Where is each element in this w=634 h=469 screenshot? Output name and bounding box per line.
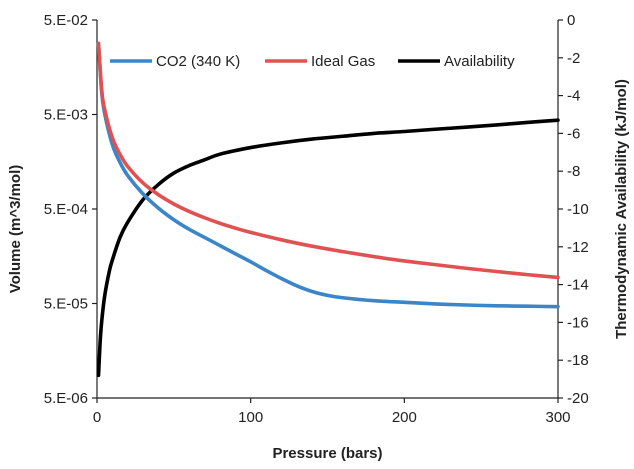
y-right-tick-label: -6 (567, 125, 580, 142)
y-right-tick-label: -10 (567, 201, 589, 218)
y-right-tick-label: -16 (567, 314, 589, 331)
axes (96, 20, 559, 399)
y-left-tick-label: 5.E-06 (44, 390, 88, 407)
x-tick-label: 100 (238, 409, 263, 426)
y-right-tick-label: 0 (567, 12, 575, 29)
series (96, 41, 560, 378)
y-right-tick-label: -4 (567, 88, 580, 105)
x-tick-label: 200 (392, 409, 417, 426)
y-left-tick-label: 5.E-03 (44, 107, 88, 124)
y-right-tick-label: -18 (567, 352, 589, 369)
series-line-ideal-gas (96, 41, 560, 280)
legend-label: Availability (444, 53, 515, 70)
legend: CO2 (340 K) Ideal Gas Availability (110, 53, 515, 70)
y-right-tick-label: -8 (567, 163, 580, 180)
legend-label: CO2 (340 K) (156, 53, 240, 70)
x-tick-label: 0 (93, 409, 101, 426)
y-right-tick-label: -12 (567, 239, 589, 256)
series-line-availability (96, 118, 560, 378)
y-right-tick-label: -14 (567, 277, 589, 294)
x-tick-label: 300 (545, 409, 570, 426)
ticks: 0 100 200 300 5.E-02 5.E-03 5.E-04 5.E-05 5.E-06… (44, 12, 589, 426)
x-axis-title: Pressure (bars) (272, 445, 382, 462)
y-left-tick-label: 5.E-02 (44, 12, 88, 29)
y-right-tick-label: -20 (567, 390, 589, 407)
y-left-axis-title: Volume (m^3/mol) (7, 165, 24, 294)
series-line-co2 (96, 42, 560, 309)
y-right-tick-label: -2 (567, 50, 580, 67)
y-left-tick-label: 5.E-05 (44, 296, 88, 313)
y-left-tick-label: 5.E-04 (44, 201, 88, 218)
legend-label: Ideal Gas (311, 53, 375, 70)
y-right-axis-title: Thermodynamic Availability (kJ/mol) (613, 79, 630, 339)
